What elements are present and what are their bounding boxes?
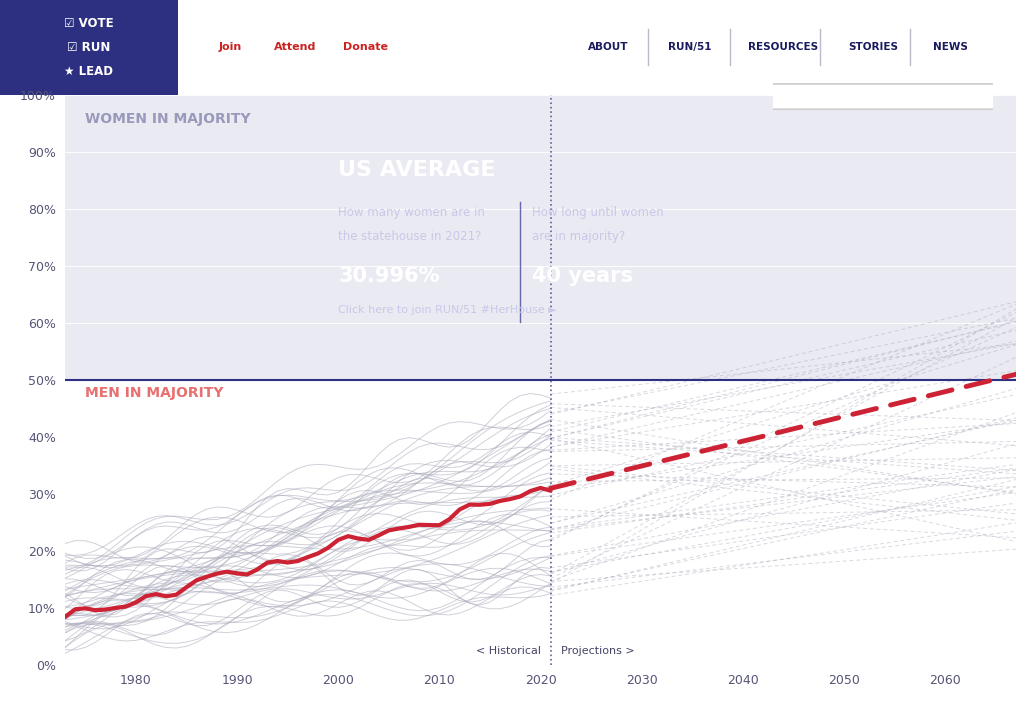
Text: NEWS: NEWS xyxy=(933,42,968,52)
Text: ABOUT: ABOUT xyxy=(588,42,629,52)
Text: ☑ RUN: ☑ RUN xyxy=(68,40,111,53)
Text: the statehouse in 2021?: the statehouse in 2021? xyxy=(338,230,481,243)
Text: US Average: US Average xyxy=(795,90,867,103)
Text: Attend: Attend xyxy=(273,42,316,52)
Text: WOMEN IN MAJORITY: WOMEN IN MAJORITY xyxy=(85,112,251,126)
Text: Projections >: Projections > xyxy=(561,646,634,657)
Text: ☑ VOTE: ☑ VOTE xyxy=(65,16,114,30)
Text: STORIES: STORIES xyxy=(848,42,898,52)
Bar xyxy=(0,0,178,95)
Text: RESOURCES: RESOURCES xyxy=(748,42,818,52)
Text: How many women are in: How many women are in xyxy=(338,206,485,219)
Text: ★ LEAD: ★ LEAD xyxy=(65,65,114,77)
Text: MEN IN MAJORITY: MEN IN MAJORITY xyxy=(85,386,223,400)
Text: are in majority?: are in majority? xyxy=(531,230,625,243)
Text: Click here to join RUN/51 #HerHouse ►: Click here to join RUN/51 #HerHouse ► xyxy=(338,305,557,315)
Text: US AVERAGE: US AVERAGE xyxy=(338,160,496,180)
Bar xyxy=(65,95,1016,380)
Text: 40 years: 40 years xyxy=(531,266,633,285)
Text: Donate: Donate xyxy=(342,42,387,52)
Text: RUN/51: RUN/51 xyxy=(669,42,712,52)
Text: 30.996%: 30.996% xyxy=(338,266,440,285)
Bar xyxy=(65,380,1016,665)
Text: How long until women: How long until women xyxy=(531,206,664,219)
Text: < Historical: < Historical xyxy=(475,646,541,657)
FancyBboxPatch shape xyxy=(771,84,995,109)
Text: Join: Join xyxy=(218,42,242,52)
Text: ⌄: ⌄ xyxy=(963,89,976,104)
